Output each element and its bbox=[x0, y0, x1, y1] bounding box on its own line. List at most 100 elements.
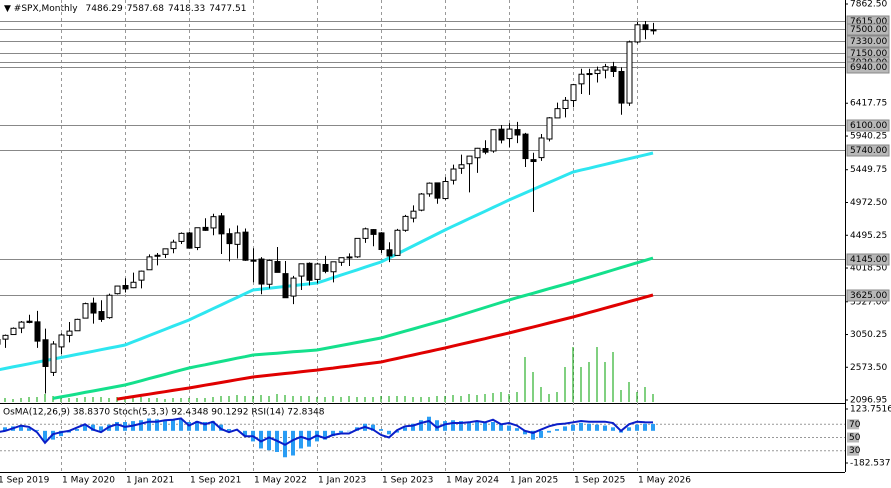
indicator-label: OsMA(12,26,9) 38.8370 Stoch(5,3,3) 92.43… bbox=[3, 408, 325, 418]
volume bbox=[4, 347, 654, 402]
level-label-box bbox=[846, 144, 890, 157]
candle-body bbox=[546, 117, 553, 140]
rsi-label-box bbox=[847, 419, 859, 430]
candle-body bbox=[266, 259, 273, 285]
moving-average bbox=[0, 151, 654, 372]
candle-body bbox=[578, 73, 585, 85]
osma-bar bbox=[203, 422, 207, 431]
candle-body bbox=[314, 263, 321, 280]
osma-bar bbox=[35, 429, 39, 431]
candle-body bbox=[362, 228, 369, 239]
osma-bar bbox=[323, 430, 327, 440]
osma-bar bbox=[243, 430, 247, 437]
candle-body bbox=[378, 232, 385, 251]
osma-bar bbox=[403, 427, 407, 431]
osma-bar bbox=[395, 430, 399, 433]
header-close: 7477.51 bbox=[209, 4, 246, 14]
candle-body bbox=[586, 73, 593, 76]
osma-bar bbox=[387, 430, 391, 435]
candle-body bbox=[258, 258, 265, 285]
y-tick-label: 4018.50 bbox=[850, 264, 887, 274]
osma-bar bbox=[267, 430, 271, 451]
osma-bar bbox=[171, 420, 175, 431]
osma-bar bbox=[635, 424, 639, 431]
candle-body bbox=[514, 129, 521, 136]
candle-body bbox=[338, 257, 345, 263]
candle-body bbox=[418, 193, 425, 211]
candle-body bbox=[106, 294, 113, 319]
osma-bar bbox=[499, 424, 503, 431]
candle-body bbox=[170, 241, 177, 250]
osma-bar bbox=[115, 422, 119, 431]
x-tick-label: 1 Sep 2019 bbox=[0, 476, 50, 486]
candle-body bbox=[98, 311, 105, 320]
candle-body bbox=[178, 232, 185, 242]
candle-body bbox=[2, 334, 9, 340]
osma-bar bbox=[579, 422, 583, 431]
candle-body bbox=[594, 69, 601, 75]
osma-bar bbox=[195, 421, 199, 431]
candle-body bbox=[322, 263, 329, 272]
y-tick-label: 2573.50 bbox=[850, 363, 887, 373]
candle-body bbox=[114, 285, 121, 295]
candle-body bbox=[394, 229, 401, 256]
osma-tick-label: 123.7516 bbox=[850, 405, 891, 415]
candle-body bbox=[10, 327, 17, 336]
candle-body bbox=[290, 277, 297, 297]
candle-body bbox=[434, 182, 441, 199]
level-label-box bbox=[846, 61, 890, 74]
osma-bar bbox=[475, 421, 479, 431]
candle-body bbox=[146, 256, 153, 271]
osma-bar bbox=[419, 420, 423, 431]
candle-body bbox=[330, 261, 337, 273]
level-label: 6940.00 bbox=[850, 63, 887, 73]
candle-body bbox=[554, 108, 561, 119]
level-label-box bbox=[846, 35, 890, 48]
x-tick-label: 1 May 2022 bbox=[254, 476, 307, 486]
chart-header: ▼ #SPX,Monthly 7486.29 7587.68 7418.33 7477.… bbox=[4, 4, 246, 14]
osma-bar bbox=[595, 424, 599, 431]
candle-body bbox=[602, 66, 609, 71]
osma-bar bbox=[411, 423, 415, 431]
candle-body bbox=[530, 159, 537, 163]
osma-bar bbox=[451, 420, 455, 431]
osma-bar bbox=[379, 429, 383, 431]
y-tick-label: 4972.50 bbox=[850, 198, 887, 208]
osma-bar bbox=[147, 418, 151, 431]
header-low: 7418.33 bbox=[168, 4, 205, 14]
candle-body bbox=[650, 29, 657, 32]
candle-body bbox=[410, 210, 417, 219]
x-tick-label: 1 Sep 2023 bbox=[382, 476, 433, 486]
osma-bar bbox=[507, 425, 511, 431]
candle-body bbox=[498, 128, 505, 141]
osma-bar bbox=[515, 428, 519, 431]
y-tick-label: 4495.25 bbox=[850, 231, 887, 241]
osma-bar bbox=[179, 419, 183, 431]
candle-body bbox=[122, 285, 129, 290]
candle-body bbox=[298, 263, 305, 277]
y-tick-label: 7862.50 bbox=[850, 0, 887, 10]
candle-body bbox=[562, 99, 569, 110]
osma-bar bbox=[563, 426, 567, 431]
y-tick-label: 2096.95 bbox=[850, 396, 887, 406]
level-label-box bbox=[846, 23, 890, 36]
rsi-label-box bbox=[847, 445, 859, 456]
candle-body bbox=[450, 168, 457, 181]
candle-body bbox=[618, 70, 625, 104]
osma-bar bbox=[603, 425, 607, 431]
candle-body bbox=[250, 259, 257, 262]
candle-body bbox=[162, 248, 169, 255]
candle-body bbox=[82, 303, 89, 319]
moving-average bbox=[52, 256, 654, 400]
osma-bar bbox=[547, 430, 551, 433]
level-label: 7500.00 bbox=[850, 25, 887, 35]
candle-body bbox=[626, 41, 633, 104]
candle-body bbox=[234, 232, 241, 245]
candle-body bbox=[490, 129, 497, 152]
header-open: 7486.29 bbox=[86, 4, 123, 14]
candle-body bbox=[154, 254, 161, 257]
level-label: 6100.00 bbox=[850, 121, 887, 131]
osma-bar bbox=[211, 421, 215, 431]
candle-body bbox=[642, 24, 649, 31]
